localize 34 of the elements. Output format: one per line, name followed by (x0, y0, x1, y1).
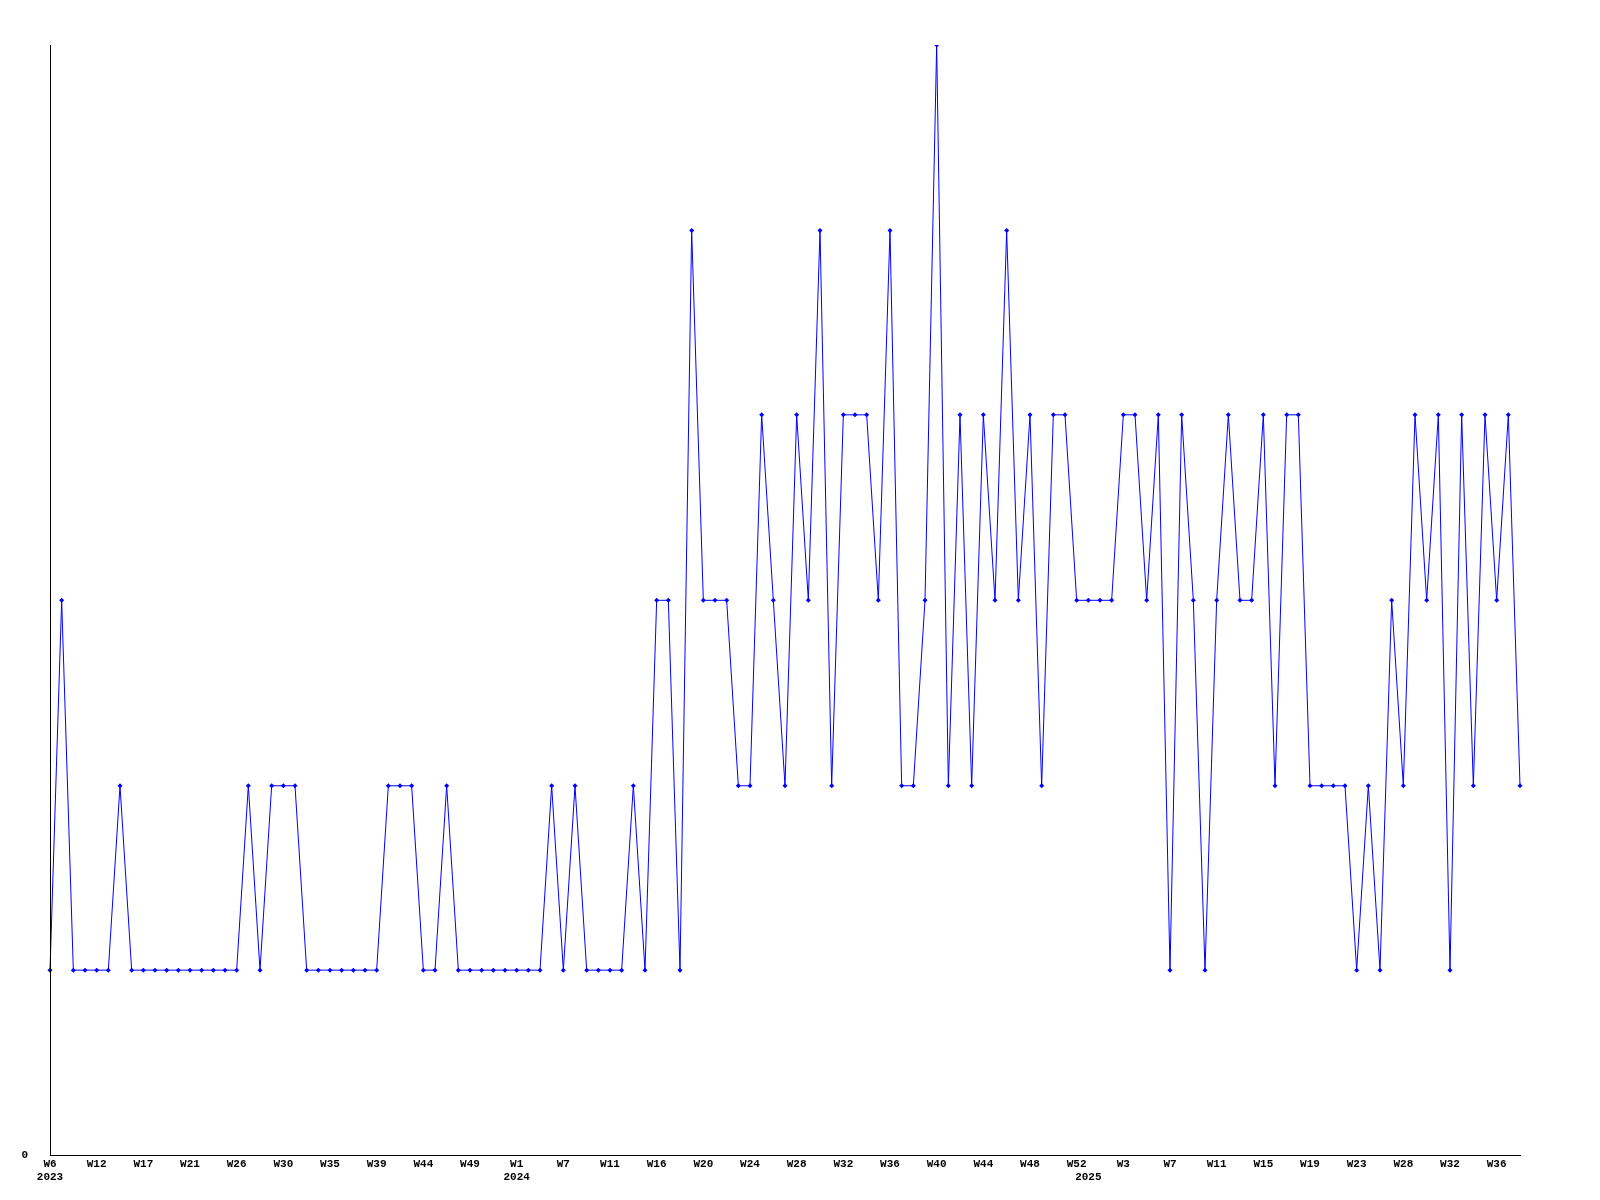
x-tick-label: W23 (1346, 1157, 1367, 1170)
x-tick-label: W17 (133, 1157, 154, 1170)
x-tick-label: W36 (880, 1157, 900, 1170)
text: 0 (21, 1149, 28, 1162)
x-tick-label: W44 (973, 1157, 994, 1170)
x-tick-label: W1 2024 (503, 1157, 531, 1184)
x-tick-label: W19 (1300, 1157, 1320, 1170)
x-tick-label: W12 (86, 1157, 107, 1170)
x-tick-label: W28 (1393, 1157, 1414, 1170)
x-tick-label: W32 (1440, 1157, 1460, 1170)
x-tick-label: W49 (460, 1157, 480, 1170)
x-tick-label: W28 (786, 1157, 807, 1170)
x-tick-label: 2025 (1075, 1171, 1102, 1184)
x-tick-label: W32 (833, 1157, 854, 1170)
x-tick-label: W26 (226, 1157, 247, 1170)
x-tick-label: W39 (366, 1157, 387, 1170)
x-tick-label: W35 (320, 1157, 341, 1170)
x-tick-label: W40 (926, 1157, 947, 1170)
x-tick-label: W6 2023 (36, 1157, 64, 1184)
x-tick-label: W30 (273, 1157, 294, 1170)
x-tick-label: W44 (413, 1157, 434, 1170)
x-tick-label: W36 (1486, 1157, 1507, 1170)
x-tick-label: W11 (600, 1157, 621, 1170)
x-tick-label: W24 (740, 1157, 761, 1170)
x-tick-label: W3 (1116, 1157, 1131, 1170)
x-tick-label: W11 (1206, 1157, 1227, 1170)
x-tick-label: W16 (646, 1157, 667, 1170)
x-tick-label: W15 (1253, 1157, 1274, 1170)
x-tick-label: W20 (693, 1157, 714, 1170)
x-tick-label: W7 (1163, 1157, 1177, 1170)
x-tick-label: W48 (1020, 1157, 1041, 1170)
x-tick-label: W7 (556, 1157, 570, 1170)
x-tick-label: W52 (1066, 1157, 1087, 1170)
x-tick-label: W21 (180, 1157, 201, 1170)
